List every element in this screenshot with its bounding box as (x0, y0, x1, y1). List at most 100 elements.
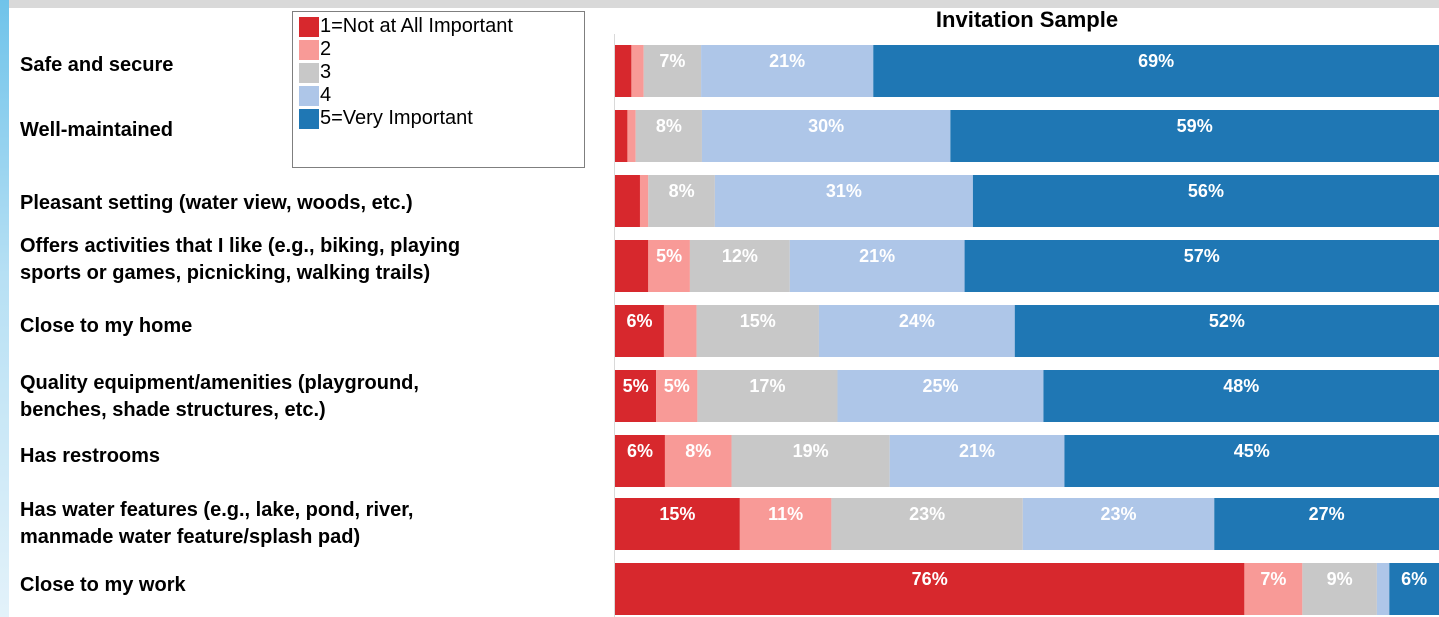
bar-segment (648, 240, 690, 292)
bar-segment (731, 435, 890, 487)
category-label: Pleasant setting (water view, woods, etc… (20, 192, 413, 214)
bar-segment (1302, 563, 1377, 615)
bar-chart: 7% 21% 69% 8% 30% 59% 8% 31% 56% 5% 12% 21% 57% 6% 15%… (615, 0, 1439, 617)
bar-segment (615, 435, 665, 487)
bar-segment (663, 305, 697, 357)
data-label: 21% (859, 246, 895, 266)
bar-segment (664, 435, 732, 487)
bar-segment (631, 45, 644, 97)
bar-segment (1244, 563, 1303, 615)
data-label: 6% (1401, 569, 1427, 589)
left-accent-strip (0, 0, 9, 617)
bar-segment (1376, 563, 1390, 615)
bar-segment (739, 498, 832, 550)
data-label: 7% (1260, 569, 1286, 589)
category-label: Well-maintained (20, 119, 173, 141)
data-label: 5% (656, 246, 682, 266)
bar-segment (837, 370, 1044, 422)
bar-segment (1022, 498, 1215, 550)
data-label: 19% (793, 441, 829, 461)
legend-item: 2 (299, 38, 584, 61)
legend-label: 3 (320, 61, 332, 83)
bar-segment (972, 175, 1439, 227)
bar-segment (831, 498, 1023, 550)
bar-segment (818, 305, 1015, 357)
bar-segment (789, 240, 965, 292)
bar-segment (889, 435, 1065, 487)
data-label: 76% (912, 569, 948, 589)
plot-area (614, 34, 1439, 617)
legend-swatch (299, 85, 319, 106)
data-label: 23% (1101, 504, 1137, 524)
data-label: 21% (769, 51, 805, 71)
data-label: 9% (1327, 569, 1353, 589)
category-label: Has restrooms (20, 445, 161, 467)
bar-segment (1064, 435, 1439, 487)
data-label: 7% (659, 51, 685, 71)
bar-segment (1389, 563, 1439, 615)
data-label: 15% (740, 311, 776, 331)
bar-segment (1043, 370, 1439, 422)
category-label: Close to my work (20, 574, 186, 596)
data-label: 59% (1177, 116, 1213, 136)
bar-segment (627, 110, 636, 162)
data-label: 27% (1309, 504, 1345, 524)
bar-segment (615, 498, 740, 550)
legend-swatch (299, 108, 319, 129)
data-label: 30% (808, 116, 844, 136)
legend-swatch (299, 39, 319, 60)
data-label: 25% (922, 376, 958, 396)
data-label: 69% (1138, 51, 1174, 71)
data-label: 24% (899, 311, 935, 331)
legend-label: 1=Not at All Important (320, 15, 513, 37)
data-label: 48% (1223, 376, 1259, 396)
bar-segment (615, 563, 1245, 615)
legend-item: 5=Very Important (299, 107, 584, 130)
legend-label: 4 (320, 84, 332, 106)
legend-label: 2 (320, 38, 332, 60)
bar-segment (615, 305, 664, 357)
bar-segment (697, 370, 838, 422)
category-label: Offers activities that I like (e.g., bik… (20, 235, 461, 284)
bar-segment (689, 240, 790, 292)
data-label: 8% (685, 441, 711, 461)
chart-title: Invitation Sample (935, 7, 1119, 32)
data-label: 8% (656, 116, 682, 136)
data-label: 31% (826, 181, 862, 201)
data-label: 56% (1188, 181, 1224, 201)
bar-segment (714, 175, 973, 227)
data-label: 5% (623, 376, 649, 396)
data-label: 45% (1234, 441, 1270, 461)
bar-segment (696, 305, 819, 357)
bar-segment (1014, 305, 1439, 357)
bar-segment (615, 175, 640, 227)
data-label: 6% (627, 441, 653, 461)
legend-item: 3 (299, 61, 584, 84)
legend-item: 4 (299, 84, 584, 107)
data-label: 21% (959, 441, 995, 461)
bar-segment (615, 45, 632, 97)
legend-item: 1=Not at All Important (299, 15, 584, 38)
data-label: 12% (722, 246, 758, 266)
bar-segment (648, 175, 715, 227)
bar-segment (643, 45, 702, 97)
data-label: 8% (669, 181, 695, 201)
category-label: Has water features (e.g., lake, pond, ri… (20, 499, 414, 548)
bar-segment (615, 110, 628, 162)
data-label: 6% (626, 311, 652, 331)
legend-swatch (299, 62, 319, 83)
bar-segment (635, 110, 702, 162)
bar-segment (964, 240, 1439, 292)
legend: 1=Not at All Important 2 3 4 5=Very Importan… (292, 11, 585, 168)
bar-segment (615, 240, 649, 292)
bar-segment (701, 110, 951, 162)
legend-label: 5=Very Important (320, 107, 473, 129)
bar-segment (950, 110, 1439, 162)
bar-segment (1214, 498, 1439, 550)
data-label: 11% (768, 504, 803, 524)
category-label: Close to my home (20, 315, 193, 337)
data-label: 52% (1209, 311, 1245, 331)
data-label: 57% (1184, 246, 1220, 266)
bar-segment (615, 370, 657, 422)
data-label: 5% (664, 376, 690, 396)
